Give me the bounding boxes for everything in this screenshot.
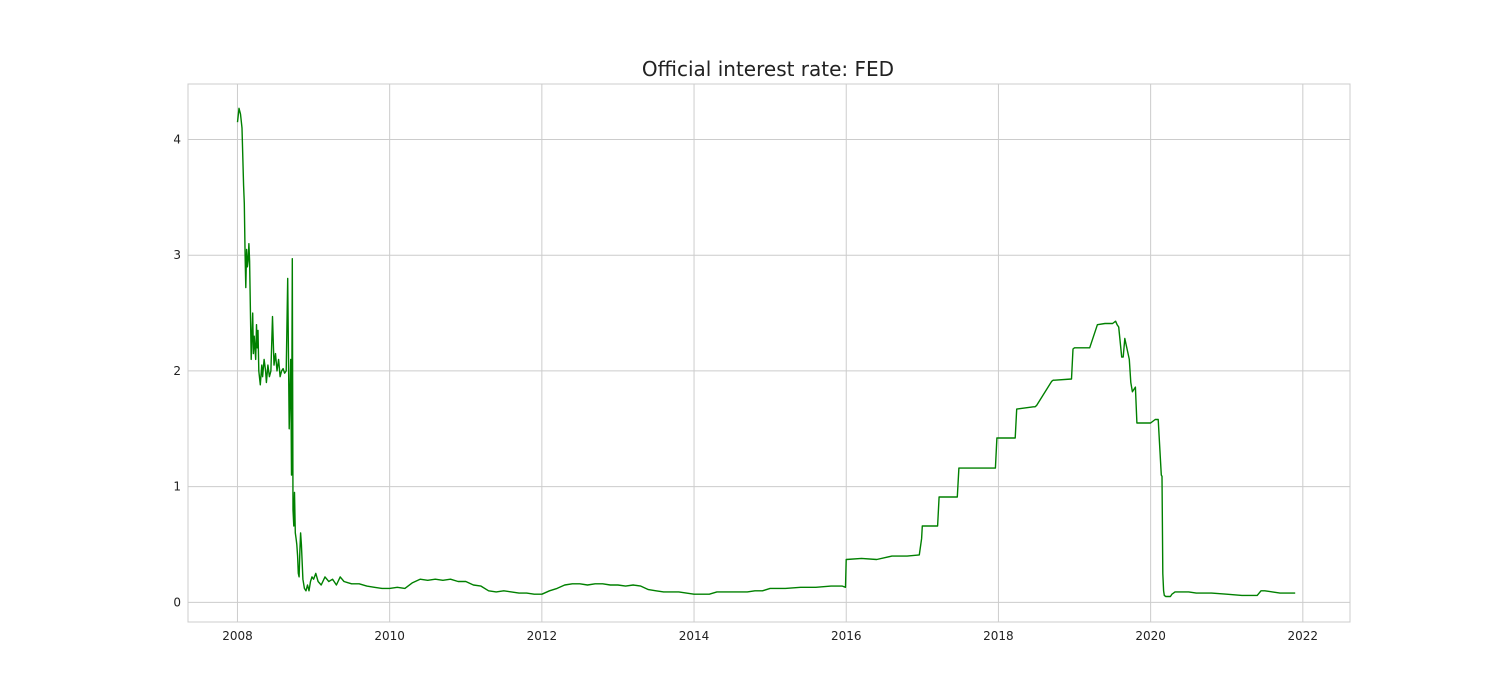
y-tick-label: 3	[173, 248, 181, 262]
x-tick-label: 2020	[1135, 629, 1166, 643]
x-tick-label: 2016	[831, 629, 862, 643]
series-layer	[236, 107, 1296, 598]
x-tick-label: 2012	[527, 629, 558, 643]
y-tick-label: 2	[173, 364, 181, 378]
grid-lines	[188, 84, 1350, 622]
y-tick-label: 4	[173, 133, 181, 147]
plot-area	[188, 84, 1350, 622]
x-tick-label: 2018	[983, 629, 1014, 643]
chart-title: Official interest rate: FED	[642, 57, 894, 81]
y-tick-label: 0	[173, 595, 181, 609]
plot-frame	[187, 83, 1351, 623]
x-tick-label: 2014	[679, 629, 710, 643]
x-tick-label: 2010	[374, 629, 405, 643]
x-tick-label: 2022	[1288, 629, 1319, 643]
y-axis-ticks: 0 1 2 3 4	[173, 133, 181, 610]
x-tick-label: 2008	[222, 629, 253, 643]
y-tick-label: 1	[173, 480, 181, 494]
x-axis-ticks: 2008 2010 2012 2014 2016 2018 2020 2022	[222, 629, 1318, 643]
series-line	[236, 107, 1296, 598]
